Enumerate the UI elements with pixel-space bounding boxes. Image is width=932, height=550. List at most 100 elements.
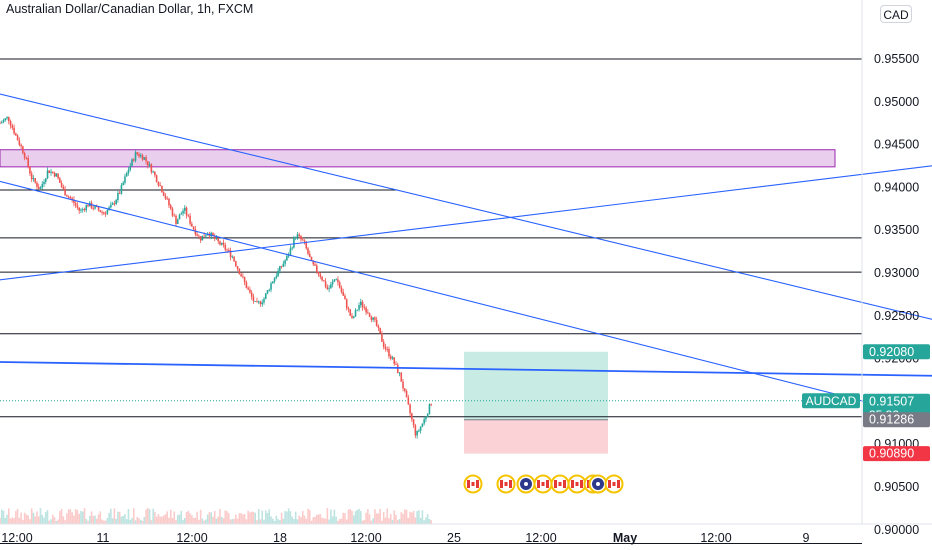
volume-bar bbox=[349, 509, 352, 524]
candle-body bbox=[69, 197, 72, 199]
candle-body bbox=[426, 414, 429, 417]
candle-body bbox=[171, 208, 174, 216]
volume-bar bbox=[370, 520, 373, 524]
candle-body bbox=[20, 144, 22, 147]
candle-body bbox=[277, 270, 279, 277]
volume-bar bbox=[331, 516, 334, 524]
stop-zone[interactable] bbox=[464, 419, 608, 454]
volume-bar bbox=[360, 511, 362, 524]
volume-bar bbox=[236, 518, 239, 524]
volume-bar bbox=[131, 517, 133, 524]
candle-body bbox=[238, 268, 241, 275]
candle-body bbox=[136, 152, 139, 155]
volume-bar bbox=[206, 514, 209, 524]
volume-bar bbox=[171, 518, 174, 524]
volume-bar bbox=[34, 516, 36, 524]
volume-bar bbox=[18, 517, 21, 524]
canada-flag-icon[interactable] bbox=[463, 474, 483, 494]
canada-flag-icon[interactable] bbox=[567, 474, 587, 494]
canada-flag-icon[interactable] bbox=[604, 474, 624, 494]
price-tag-value: 0.90890 bbox=[869, 447, 914, 461]
rising-line-trendline[interactable] bbox=[0, 157, 932, 281]
candle-body bbox=[414, 425, 417, 436]
volume-bar bbox=[245, 519, 248, 524]
candle-body bbox=[393, 357, 396, 364]
time-tick-label: 11 bbox=[97, 531, 110, 545]
profit-zone[interactable] bbox=[464, 351, 608, 420]
candle-body bbox=[354, 310, 357, 317]
volume-bar bbox=[118, 511, 121, 524]
volume-bar bbox=[36, 511, 38, 524]
volume-bar bbox=[127, 508, 130, 524]
candle-body bbox=[117, 192, 119, 201]
falling-line-trendline[interactable] bbox=[0, 361, 932, 383]
volume-bar bbox=[426, 514, 429, 524]
currency-button[interactable]: CAD bbox=[880, 5, 912, 23]
volume-bar bbox=[162, 515, 165, 524]
candle-body bbox=[148, 164, 151, 166]
candle-body bbox=[337, 279, 339, 283]
volume-bar bbox=[256, 520, 258, 524]
volume-bar bbox=[194, 517, 197, 524]
candle-body bbox=[368, 313, 371, 317]
australia-flag-icon[interactable] bbox=[516, 474, 536, 494]
volume-bar bbox=[152, 508, 154, 524]
volume-bar bbox=[296, 519, 299, 524]
candle-body bbox=[386, 348, 388, 350]
candle-body bbox=[43, 181, 45, 185]
australia-flag-icon[interactable] bbox=[588, 474, 608, 494]
volume-bar bbox=[96, 518, 98, 524]
candle-body bbox=[32, 178, 35, 180]
volume-bar bbox=[412, 510, 415, 524]
volume-bar bbox=[169, 509, 172, 524]
symbol-label: AUDCAD bbox=[806, 394, 857, 408]
candle-body bbox=[381, 333, 383, 342]
volume-bar bbox=[277, 519, 279, 524]
candle-body bbox=[97, 206, 100, 211]
volume-bar bbox=[215, 518, 218, 524]
volume-bar bbox=[50, 519, 52, 524]
volume-bar bbox=[293, 518, 295, 524]
volume-bar bbox=[345, 519, 348, 524]
volume-bar bbox=[328, 519, 330, 524]
candle-body bbox=[196, 234, 198, 236]
volume-bar bbox=[367, 509, 369, 524]
volume-bar bbox=[15, 510, 17, 524]
volume-bar bbox=[178, 514, 181, 524]
volume-bar bbox=[90, 511, 93, 524]
candle-body bbox=[291, 247, 293, 249]
candle-body bbox=[150, 164, 153, 173]
volume-bar bbox=[275, 515, 278, 524]
supply-zone-rect[interactable] bbox=[0, 149, 836, 168]
volume-bar bbox=[222, 518, 225, 524]
candle-body bbox=[48, 170, 51, 173]
volume-bar bbox=[338, 519, 341, 524]
candle-body bbox=[9, 121, 12, 126]
volume-bar bbox=[22, 519, 24, 524]
volume-bar bbox=[382, 511, 385, 524]
candle-body bbox=[131, 159, 133, 166]
time-tick-label: 12:00 bbox=[1, 531, 32, 545]
volume-bar bbox=[395, 514, 397, 524]
canada-flag-icon[interactable] bbox=[550, 474, 570, 494]
candle-body bbox=[15, 133, 17, 136]
volume-bar bbox=[53, 517, 56, 524]
candle-body bbox=[219, 241, 221, 245]
channel-upper-trendline[interactable] bbox=[0, 93, 932, 326]
canada-flag-icon[interactable] bbox=[496, 474, 516, 494]
channel-lower-trendline[interactable] bbox=[0, 180, 865, 402]
volume-bar bbox=[344, 513, 346, 524]
candle-body bbox=[395, 363, 397, 365]
volume-bar bbox=[402, 513, 404, 524]
candle-body bbox=[257, 301, 260, 303]
candle-body bbox=[175, 215, 177, 225]
volume-bar bbox=[425, 517, 427, 524]
canada-flag-icon[interactable] bbox=[533, 474, 553, 494]
candle-body bbox=[321, 276, 323, 281]
price-tag-value: 0.92080 bbox=[869, 345, 914, 359]
candle-body bbox=[367, 312, 369, 314]
volume-bar bbox=[41, 514, 44, 524]
candle-body bbox=[247, 288, 249, 290]
volume-bar bbox=[0, 517, 1, 524]
